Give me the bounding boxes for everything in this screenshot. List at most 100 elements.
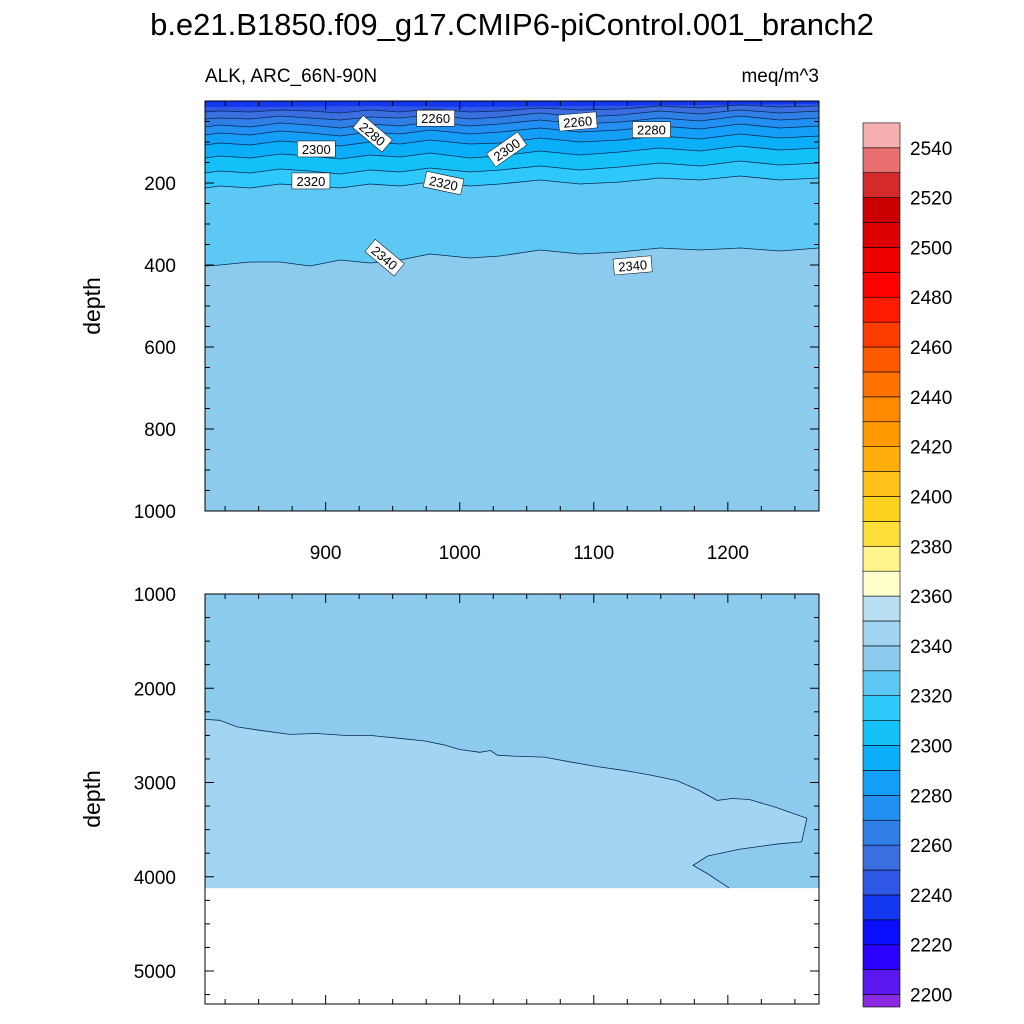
- contour-label-text: 2260: [421, 111, 450, 126]
- colorbar-tick-label: 2520: [910, 189, 952, 210]
- contour-label-box: [423, 170, 465, 196]
- top-y-axis: 200 400 600 800 1000: [134, 100, 819, 523]
- fill-band-2240-2250: [205, 101, 819, 107]
- contour-label-box: [364, 238, 405, 277]
- colorbar-tick-label: 2340: [910, 637, 952, 658]
- contour-line-2300: [205, 133, 819, 147]
- colorbar-tick-label: 2440: [910, 388, 952, 409]
- contour-label-text: 2260: [563, 113, 593, 130]
- colorbar-tick-label: 2400: [910, 487, 952, 508]
- colorbar-tick-label: 2220: [910, 936, 952, 957]
- colorbar-swatch: [862, 595, 901, 622]
- x-tick-label: 900: [310, 543, 342, 564]
- colorbar-swatch: [862, 296, 901, 323]
- top-panel-plot: [205, 101, 819, 511]
- contour-line-2260: [205, 104, 819, 114]
- bottom-y-axis-title: depth: [79, 770, 105, 828]
- colorbar-swatch: [862, 222, 901, 248]
- contour-label: 2320: [423, 170, 465, 196]
- colorbar-swatch: [862, 894, 901, 921]
- contour-line-2330: [205, 175, 819, 189]
- colorbar-swatch: [862, 770, 901, 796]
- y-tick-label: 400: [144, 256, 176, 277]
- colorbar-tick-label: 2500: [910, 238, 952, 259]
- contour-label-box: [557, 111, 598, 132]
- contour-line-2320: [205, 160, 819, 175]
- y-tick-label: 600: [144, 338, 176, 359]
- colorbar-tick-label: 2480: [910, 288, 952, 309]
- colorbar-swatch: [862, 147, 901, 174]
- colorbar-tick-label: 2540: [910, 139, 952, 160]
- colorbar-tick-label: 2280: [910, 786, 952, 807]
- colorbar-tick-label: 2460: [910, 338, 952, 359]
- units-label: meq/m^3: [741, 66, 819, 87]
- contour-label-text: 2280: [637, 123, 666, 138]
- colorbar-swatch: [862, 321, 901, 348]
- contour-line-2270: [205, 109, 819, 121]
- contour-label-text: 2320: [296, 174, 325, 189]
- colorbar-swatch: [862, 645, 901, 672]
- y-tick-label: 200: [144, 174, 176, 195]
- colorbar-swatch: [862, 994, 901, 1008]
- colorbar-swatch: [862, 919, 901, 946]
- colorbar-swatch: [862, 371, 901, 398]
- y-tick-label: 1000: [134, 502, 176, 523]
- colorbar-swatch: [862, 720, 901, 746]
- bottom-x-axis: [224, 594, 796, 1004]
- contour-label: 2300: [297, 140, 336, 158]
- colorbar-swatch: [862, 620, 901, 647]
- colorbar-swatch: [862, 570, 901, 597]
- colorbar-swatch: [862, 869, 901, 896]
- colorbar: 2200 2220 2240 2260 2280 2300 2320 2340 2360 2380…: [862, 122, 952, 1008]
- top-x-axis: 900 1000 1100 1200: [224, 101, 796, 564]
- colorbar-swatch: [862, 272, 901, 298]
- variable-region-label: ALK, ARC_66N-90N: [205, 66, 377, 87]
- colorbar-tick-label: 2260: [910, 836, 952, 857]
- contour-label: 2280: [632, 121, 671, 138]
- colorbar-tick-label: 2360: [910, 587, 952, 608]
- colorbar-swatch: [862, 247, 901, 273]
- colorbar-tick-label: 2380: [910, 537, 952, 558]
- colorbar-swatch: [862, 819, 901, 846]
- colorbar-tick-label: 2320: [910, 687, 952, 708]
- colorbar-tick-label: 2200: [910, 986, 952, 1007]
- chart-title: b.e21.B1850.f09_g17.CMIP6-piControl.001_…: [150, 7, 874, 42]
- x-tick-label: 1000: [439, 543, 481, 564]
- x-tick-label: 1200: [707, 543, 749, 564]
- contour-line-2310: [205, 145, 819, 160]
- contour-label: 2260: [416, 109, 455, 127]
- contour-label: 2260: [557, 111, 598, 132]
- contour-line-2290: [205, 123, 819, 137]
- bottom-panel-frame: [204, 593, 820, 1005]
- colorbar-swatch: [862, 346, 901, 373]
- x-tick-label: 1100: [573, 543, 614, 564]
- contour-label-box: [486, 131, 528, 168]
- contour-label-box: [352, 115, 393, 153]
- contour-label-text: 2300: [302, 142, 331, 157]
- contour-label-box: [632, 121, 671, 138]
- y-tick-label: 2000: [134, 679, 176, 700]
- y-tick-label: 4000: [134, 868, 176, 889]
- bottom-panel-plot: [205, 594, 819, 889]
- contour-label-text: 2320: [428, 173, 459, 194]
- colorbar-swatch: [862, 795, 901, 821]
- colorbar-tick-label: 2240: [910, 886, 952, 907]
- colorbar-tick-label: 2420: [910, 438, 952, 459]
- contour-label-box: [297, 140, 336, 158]
- contour-label: 2340: [612, 255, 653, 276]
- bottom-y-axis: 1000 2000 3000 4000 5000: [134, 585, 819, 996]
- colorbar-swatch: [862, 545, 901, 572]
- colorbar-swatch: [862, 521, 901, 547]
- contour-label-box: [416, 109, 455, 127]
- contour-label: 2320: [291, 172, 331, 190]
- colorbar-swatch: [862, 844, 901, 871]
- top-contour-lines: [205, 104, 819, 267]
- contour-line-2280: [205, 115, 819, 129]
- colorbar-swatch: [862, 421, 901, 447]
- fill-band-2350-2360: [205, 719, 807, 889]
- bottom-panel: 1000 2000 3000 4000 5000 depth: [79, 585, 820, 1005]
- contour-line-2340: [205, 247, 819, 267]
- colorbar-swatch: [862, 969, 901, 995]
- colorbar-swatch: [862, 745, 901, 771]
